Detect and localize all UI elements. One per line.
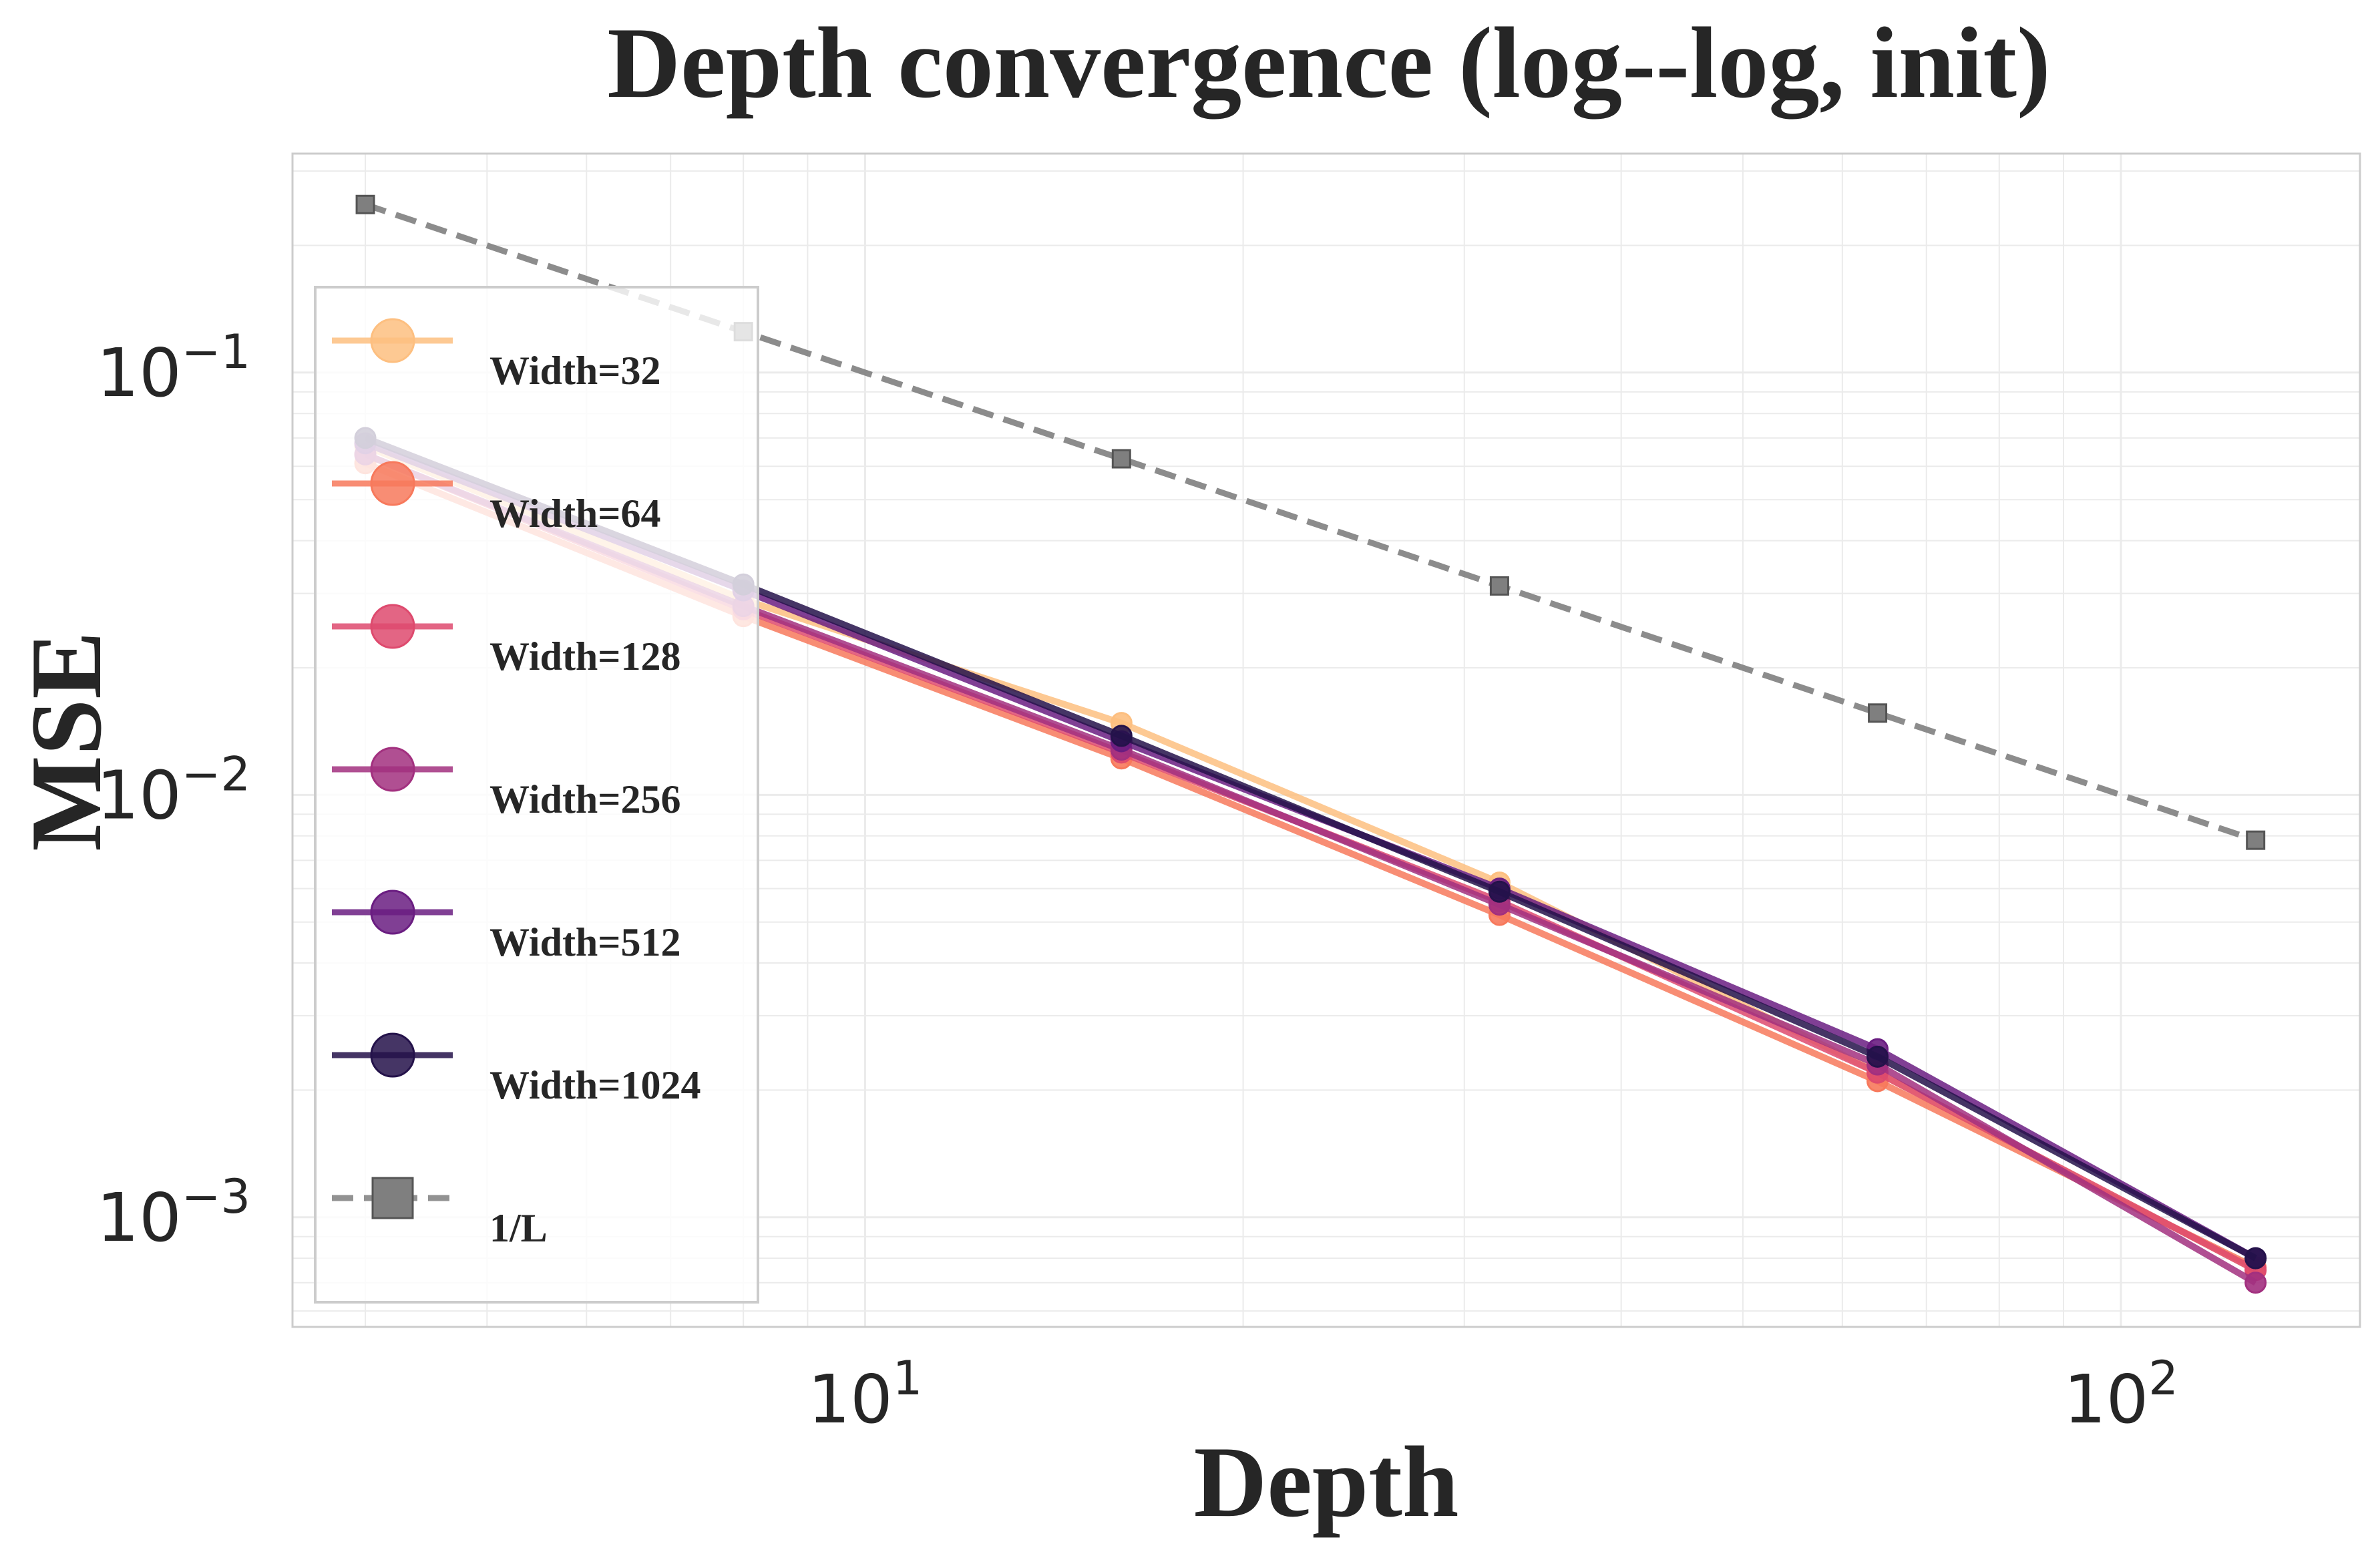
- legend-label: Width=32: [489, 349, 661, 393]
- x-tick-labels: 101 102: [808, 1351, 2178, 1438]
- data-point: [2246, 830, 2266, 850]
- data-point: [1488, 880, 1511, 903]
- y-tick-label: 10−2: [97, 747, 250, 834]
- legend-marker: [371, 1177, 414, 1219]
- data-point: [1111, 449, 1131, 469]
- legend-marker: [370, 604, 415, 649]
- legend-box: [314, 286, 759, 1304]
- legend-marker: [370, 890, 415, 935]
- x-tick-label: 101: [808, 1351, 923, 1438]
- data-point: [2244, 1271, 2267, 1294]
- legend-label: Width=128: [489, 634, 681, 678]
- data-point: [2244, 1247, 2267, 1269]
- x-axis-label: Depth: [1194, 1426, 1459, 1538]
- legend-label: Width=1024: [489, 1063, 701, 1107]
- y-axis-label: MSE: [10, 631, 122, 851]
- data-point: [1866, 1045, 1889, 1068]
- data-point: [1868, 703, 1888, 723]
- legend-label: 1/L: [489, 1206, 548, 1250]
- legend-label: Width=512: [489, 920, 681, 964]
- y-tick-label: 10−3: [97, 1169, 250, 1257]
- data-point: [1489, 576, 1509, 596]
- chart-title: Depth convergence (log--log, init): [607, 7, 2050, 120]
- data-point: [355, 194, 375, 214]
- legend: Width=32 Width=64 Width=128 Width=256 Width=…: [314, 286, 759, 1304]
- legend-marker: [370, 747, 415, 792]
- y-tick-label: 10−1: [97, 325, 250, 412]
- legend-label: Width=64: [489, 492, 661, 536]
- y-tick-labels: 10−1 10−2 10−3: [97, 325, 250, 1257]
- legend-marker: [370, 1032, 415, 1078]
- legend-marker: [370, 318, 415, 363]
- x-tick-label: 102: [2063, 1351, 2178, 1438]
- legend-label: Width=256: [489, 777, 681, 821]
- plot-area-frame: [291, 152, 2361, 1328]
- data-point: [1110, 725, 1133, 747]
- legend-marker: [370, 461, 415, 506]
